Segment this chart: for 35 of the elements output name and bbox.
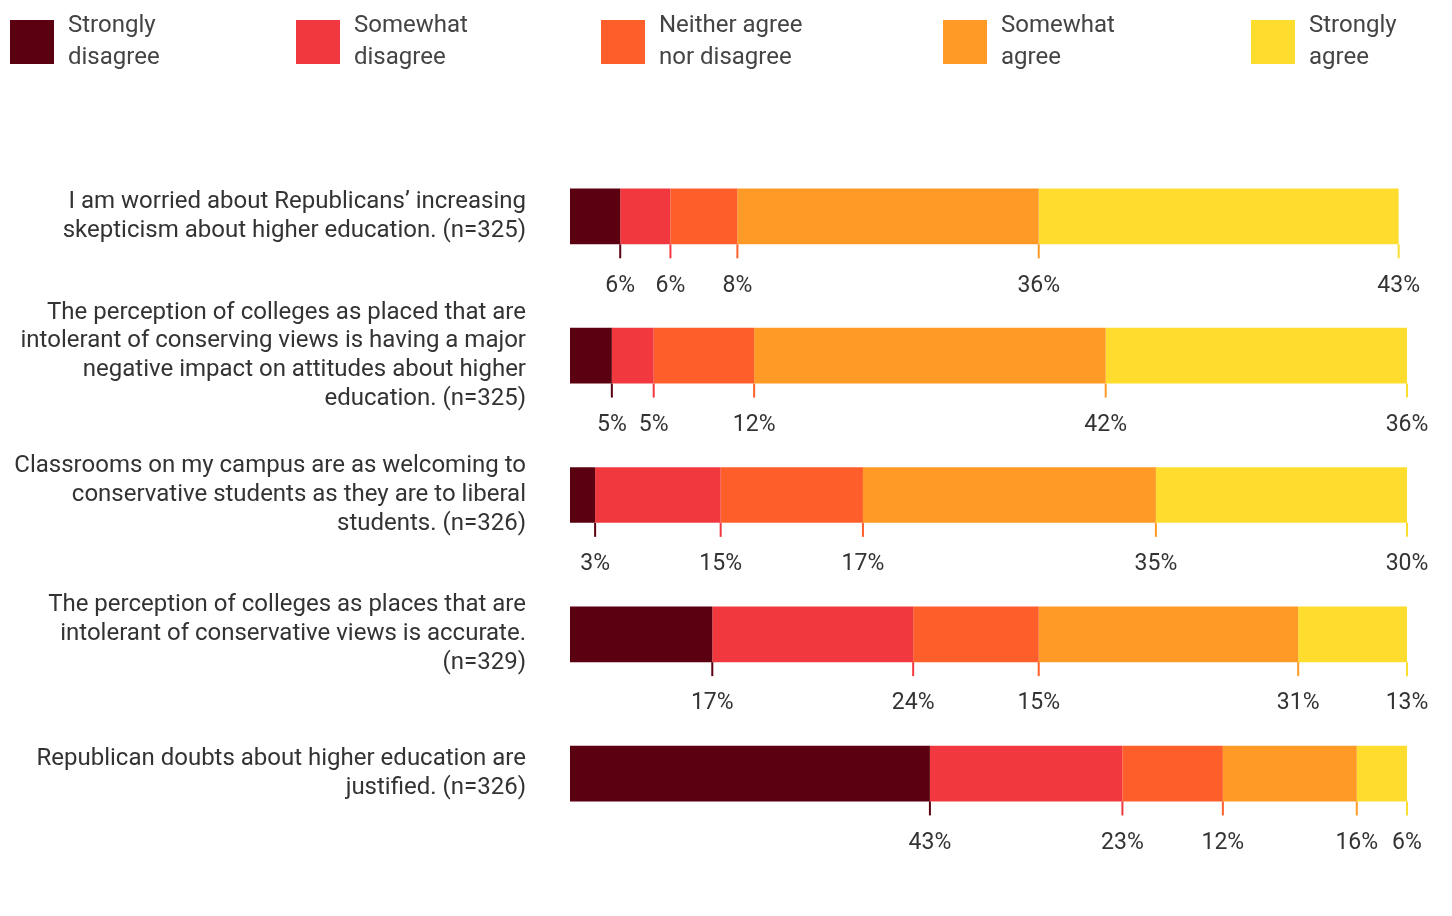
data-label: 5% xyxy=(596,409,627,437)
y-tick-label: The perception of colleges as placed that are intolerant of conserving views is having a major negative impact on attitudes about higher education. (n=325) xyxy=(20,296,526,411)
data-label: 17% xyxy=(690,688,734,716)
data-label: 5% xyxy=(638,409,669,437)
data-label: 6% xyxy=(655,270,686,298)
data-label: 35% xyxy=(1134,549,1178,577)
y-tick-label: Republican doubts about higher education are justified. (n=326) xyxy=(36,743,526,800)
data-label: 8% xyxy=(722,270,753,298)
data-label: 3% xyxy=(580,549,610,577)
data-label: 30% xyxy=(1385,549,1429,577)
y-tick-label: The perception of colleges as places that are intolerant of conservative views is accurate. (n=329) xyxy=(48,589,526,676)
data-label: 6% xyxy=(605,270,636,298)
data-label: 42% xyxy=(1084,409,1128,437)
legend-label: Strongly agree xyxy=(1309,9,1398,72)
data-label: 16% xyxy=(1335,827,1379,855)
data-label: 36% xyxy=(1385,409,1429,437)
data-label: 43% xyxy=(1377,270,1420,298)
data-label: 17% xyxy=(841,549,885,577)
legend-label: Strongly disagree xyxy=(68,9,161,72)
data-label: 43% xyxy=(908,827,952,855)
legend-label: Somewhat disagree xyxy=(354,9,469,72)
legend-label: Neither agree nor disagree xyxy=(659,9,804,72)
data-label: 24% xyxy=(891,688,935,716)
data-label: 6% xyxy=(1392,827,1422,855)
data-label: 31% xyxy=(1276,688,1320,716)
data-label: 36% xyxy=(1017,270,1061,298)
y-tick-label: I am worried about Republicans’ increasing skepticism about higher education. (n=325) xyxy=(62,186,526,243)
data-label: 12% xyxy=(732,409,776,437)
y-tick-label: Classrooms on my campus are as welcoming to conservative students as they are to liberal students. (n=326) xyxy=(14,450,526,536)
data-label: 15% xyxy=(699,549,743,577)
data-label: 12% xyxy=(1201,827,1245,855)
legend-label: Somewhat agree xyxy=(1001,9,1116,72)
data-label: 13% xyxy=(1385,688,1429,716)
data-label: 15% xyxy=(1017,688,1061,716)
data-label: 23% xyxy=(1101,827,1144,855)
